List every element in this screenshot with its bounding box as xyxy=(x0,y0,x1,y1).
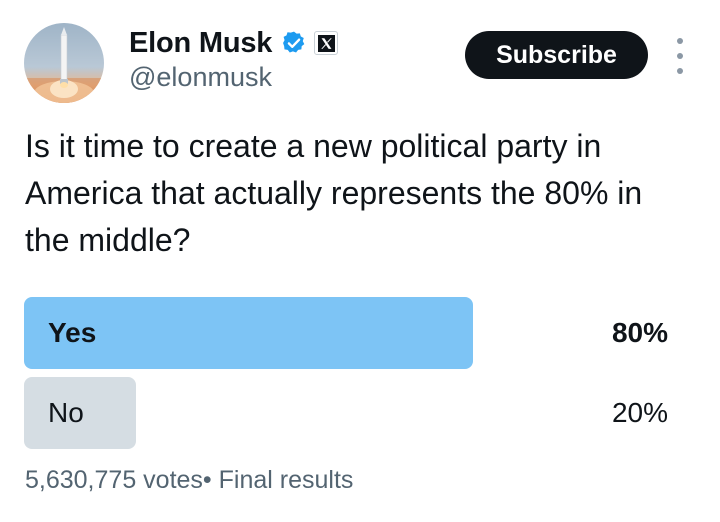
poll-separator: • xyxy=(202,466,212,494)
avatar[interactable] xyxy=(24,23,104,103)
more-vertical-icon[interactable] xyxy=(668,38,692,74)
poll-status: Final results xyxy=(218,466,354,494)
more-dot xyxy=(677,38,683,44)
poll-option-percent: 80% xyxy=(611,317,668,348)
verified-badge-icon[interactable] xyxy=(281,30,307,56)
more-dot xyxy=(677,68,683,74)
tweet-text: Is it time to create a new political par… xyxy=(25,128,643,258)
more-dot xyxy=(677,53,683,59)
poll-option-percent: 20% xyxy=(611,397,668,428)
author-display-name[interactable]: Elon Musk xyxy=(129,26,273,59)
poll-option-yes: Yes 80% xyxy=(24,297,668,369)
rocket-launch-avatar xyxy=(24,27,104,103)
author-name-row: Elon Musk xyxy=(129,24,339,62)
poll-result-bar xyxy=(24,297,473,369)
poll-vote-count: 5,630,775 votes xyxy=(25,466,203,494)
poll-option-label: Yes xyxy=(48,317,97,348)
author-handle[interactable]: @elonmusk xyxy=(129,62,272,92)
x-logo-icon[interactable] xyxy=(314,31,339,55)
poll-option-label: No xyxy=(48,397,84,428)
poll-result-bar xyxy=(24,377,136,449)
poll-footer: 5,630,775 votes• Final results xyxy=(25,466,353,495)
poll-option-no: No 20% xyxy=(24,377,668,449)
subscribe-button[interactable]: Subscribe xyxy=(465,31,648,79)
